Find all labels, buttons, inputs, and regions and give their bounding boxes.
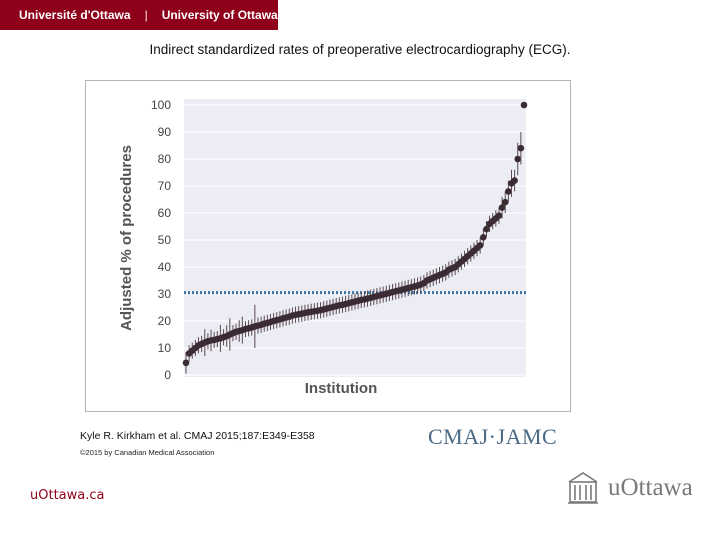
slide-title: Indirect standardized rates of preoperat… — [149, 42, 571, 57]
data-point — [495, 212, 503, 219]
y-tick-label: 40 — [158, 260, 172, 274]
y-tick-label: 70 — [158, 179, 172, 193]
citation: Kyle R. Kirkham et al. CMAJ 2015;187:E34… — [80, 430, 315, 442]
y-tick-label: 80 — [158, 152, 172, 166]
footer-site-link[interactable]: uOttawa.ca — [30, 488, 105, 503]
y-tick-label: 20 — [158, 314, 172, 328]
university-building-icon — [568, 472, 598, 504]
data-point — [511, 177, 518, 184]
cmaj-jamc-logo: CMAJ·JAMC — [428, 424, 558, 449]
y-tick-label: 10 — [158, 341, 172, 355]
data-point — [498, 204, 506, 211]
data-point — [476, 242, 484, 249]
data-point — [505, 188, 512, 195]
data-point — [517, 144, 525, 152]
uottawa-wordmark: uOttawa — [608, 474, 693, 501]
data-point — [182, 359, 190, 367]
y-tick-label: 90 — [158, 125, 172, 139]
y-tick-label: 100 — [151, 98, 171, 112]
chart-frame: 0 10 20 30 40 50 60 70 80 90 100 Institution Adjuste… — [85, 80, 571, 412]
data-point — [480, 234, 487, 241]
university-name-fr: Université d'Ottawa — [19, 8, 131, 22]
uottawa-logo: uOttawa — [566, 470, 693, 506]
data-point — [501, 198, 509, 206]
y-axis-label: Adjusted % of procedures — [118, 145, 135, 331]
data-point — [520, 101, 528, 109]
data-point — [514, 155, 522, 163]
data-point — [483, 225, 490, 233]
y-tick-label: 30 — [158, 287, 172, 301]
banner-separator: | — [144, 8, 148, 22]
y-tick-label: 60 — [158, 206, 172, 220]
y-tick-label: 50 — [158, 233, 172, 247]
scatter-chart: 0 10 20 30 40 50 60 70 80 90 100 Institution Adjuste… — [118, 98, 528, 397]
university-name-en: University of Ottawa — [161, 8, 278, 22]
university-banner: Université d'Ottawa | University of Otta… — [0, 0, 278, 30]
x-axis-label: Institution — [305, 380, 377, 397]
y-tick-label: 0 — [164, 368, 171, 382]
copyright: ©2015 by Canadian Medical Association — [80, 448, 215, 457]
